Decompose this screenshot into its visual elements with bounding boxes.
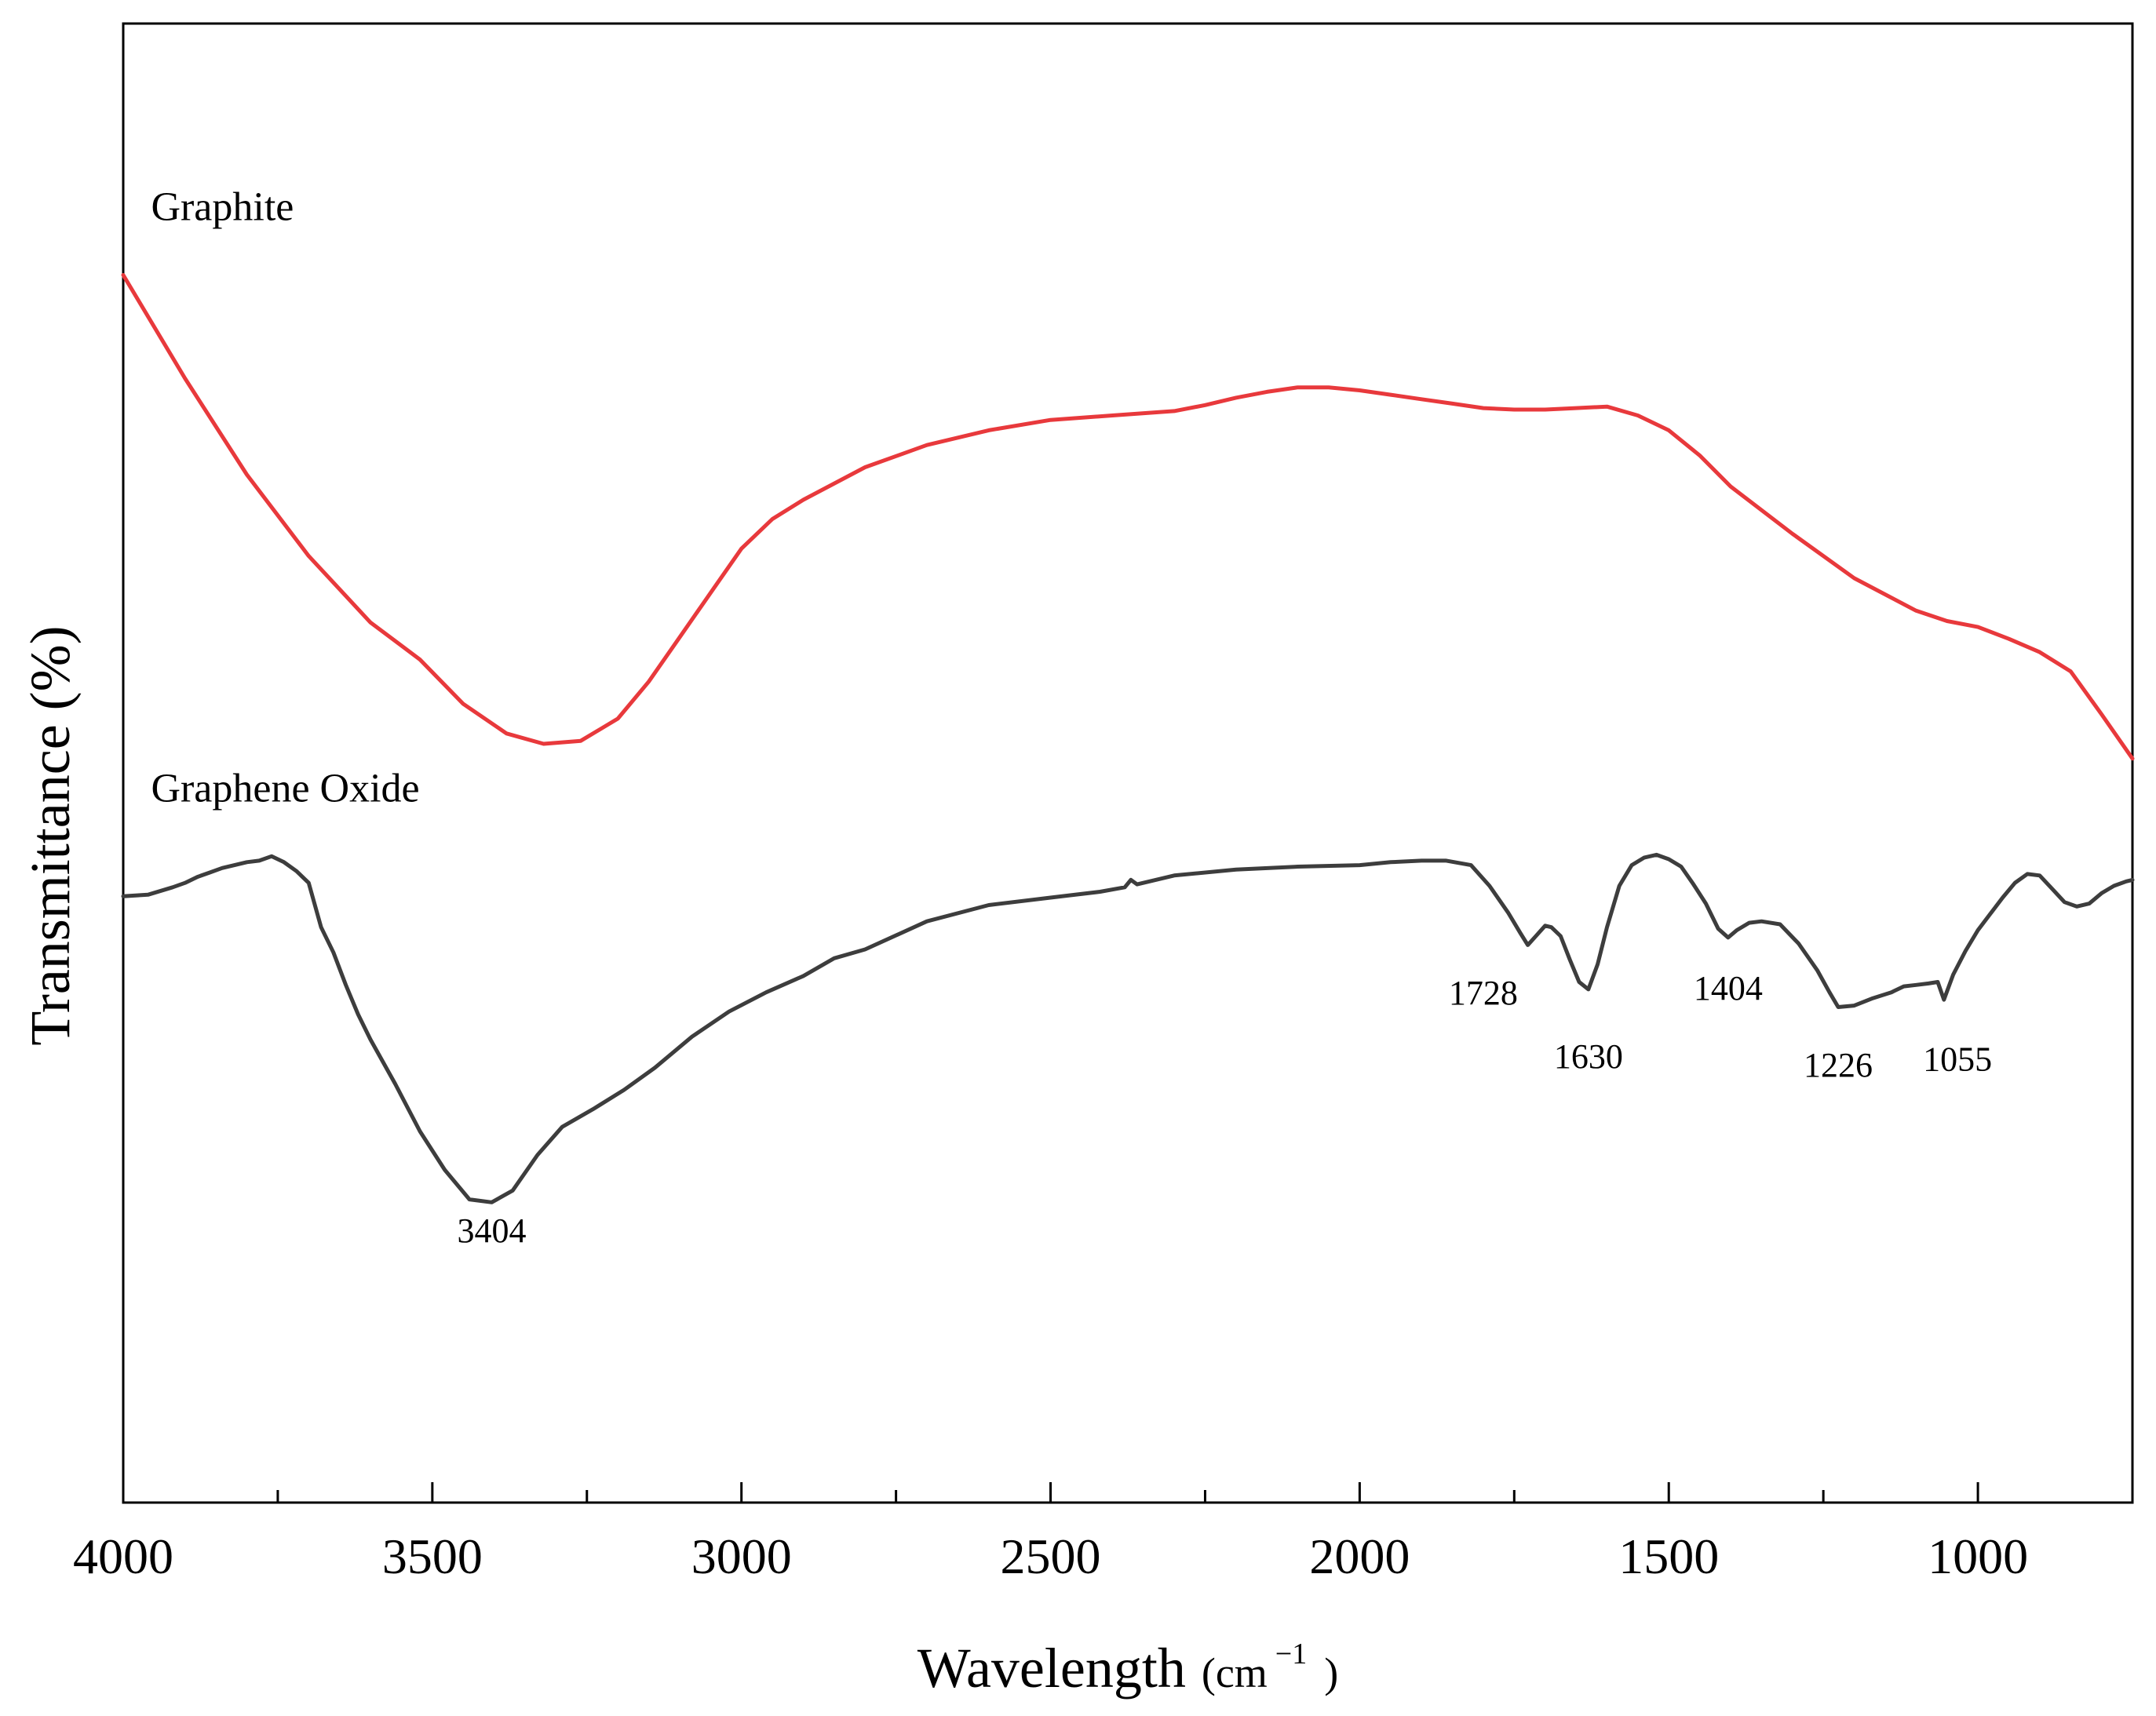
- x-tick-label: 2000: [1309, 1528, 1410, 1584]
- x-axis-tick-labels: 4000 3500 3000 2500 2000 1500 1000: [73, 1528, 2028, 1584]
- x-tick-label: 1500: [1618, 1528, 1719, 1584]
- series-lines: [121, 273, 2135, 1204]
- peak-label: 1226: [1804, 1046, 1873, 1084]
- peak-label: 1055: [1923, 1040, 1992, 1079]
- plot-frame: [122, 22, 2134, 1504]
- series-label-graphite: Graphite: [151, 185, 294, 230]
- peak-label: 1404: [1694, 969, 1763, 1007]
- x-axis-title: Wavelength (cm −1): [917, 1637, 1338, 1700]
- x-tick-label: 3000: [691, 1528, 792, 1584]
- peak-label: 1630: [1554, 1037, 1623, 1076]
- series-line-graphene-oxide: [121, 852, 2135, 1204]
- x-axis-unit-suffix: ): [1324, 1649, 1338, 1696]
- x-axis-unit-sup: −1: [1275, 1638, 1307, 1670]
- x-tick-label: 1000: [1928, 1528, 2028, 1584]
- y-axis-title: Transmittance (%): [19, 625, 82, 1045]
- series-label-graphene-oxide: Graphene Oxide: [151, 767, 419, 811]
- x-tick-label: 2500: [1001, 1528, 1101, 1584]
- series-labels: Graphite Graphene Oxide: [151, 185, 419, 811]
- peak-label: 3404: [457, 1211, 526, 1250]
- peak-label: 1728: [1449, 974, 1518, 1012]
- x-axis-unit-prefix: (cm: [1202, 1649, 1268, 1696]
- plot-border: [122, 22, 2134, 1504]
- x-axis-ticks: [122, 1482, 1979, 1503]
- x-tick-label: 3500: [382, 1528, 483, 1584]
- x-axis-title-main: Wavelength: [917, 1637, 1186, 1700]
- peak-annotations: 3404 1728 1630 1404 1226 1055: [457, 969, 1992, 1250]
- series-line-graphite: [121, 273, 2135, 761]
- x-tick-label: 4000: [73, 1528, 173, 1584]
